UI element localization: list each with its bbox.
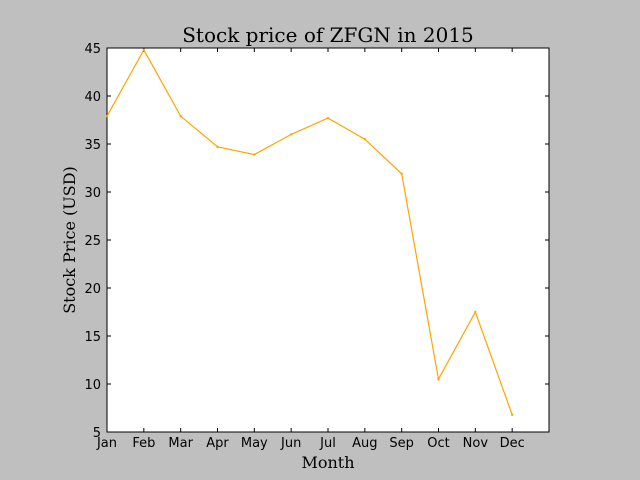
- y-tick-label: 45: [84, 42, 101, 57]
- x-axis: Jan Feb Mar Apr May Jun Jul Aug Sep Oct Nov Dec: [96, 48, 525, 451]
- y-tick-label: 30: [84, 186, 101, 201]
- data-point: [179, 114, 182, 118]
- data-point: [474, 310, 477, 314]
- y-tick-label: 25: [84, 234, 101, 249]
- plot-area: [106, 47, 550, 433]
- chart-title: Stock price of ZFGN in 2015: [182, 23, 474, 47]
- x-tick-label: Sep: [389, 436, 414, 451]
- data-point: [510, 413, 514, 416]
- x-tick-label: Aug: [352, 436, 377, 451]
- data-point: [400, 172, 403, 175]
- x-tick-label: Jun: [280, 436, 301, 451]
- data-point: [216, 145, 219, 149]
- x-tick-label: Oct: [427, 436, 449, 451]
- data-point: [437, 378, 440, 381]
- y-axis: 5 10 15 20 25 30 35 40 45: [84, 42, 549, 441]
- data-point: [253, 153, 256, 156]
- y-tick-label: 15: [84, 330, 101, 345]
- x-axis-label: Month: [301, 453, 354, 472]
- x-tick-label: Apr: [206, 436, 229, 451]
- y-tick-label: 10: [84, 378, 101, 393]
- data-point: [142, 48, 146, 52]
- y-axis-label: Stock Price (USD): [60, 166, 79, 314]
- y-tick-label: 5: [93, 426, 101, 441]
- series-line: [106, 48, 513, 415]
- x-tick-label: Jul: [319, 436, 336, 451]
- y-tick-label: 35: [84, 138, 101, 153]
- y-tick-label: 40: [84, 90, 101, 105]
- x-tick-label: Mar: [168, 436, 193, 451]
- data-point: [289, 133, 293, 136]
- data-point: [326, 116, 330, 120]
- data-point: [363, 138, 367, 141]
- data-point: [105, 114, 109, 118]
- x-tick-label: Dec: [500, 436, 525, 451]
- x-tick-label: Nov: [463, 436, 489, 451]
- x-tick-label: Jan: [96, 436, 117, 451]
- x-tick-label: Feb: [132, 436, 155, 451]
- series-points: [105, 48, 514, 416]
- y-tick-label: 20: [84, 282, 101, 297]
- x-tick-label: May: [241, 436, 268, 451]
